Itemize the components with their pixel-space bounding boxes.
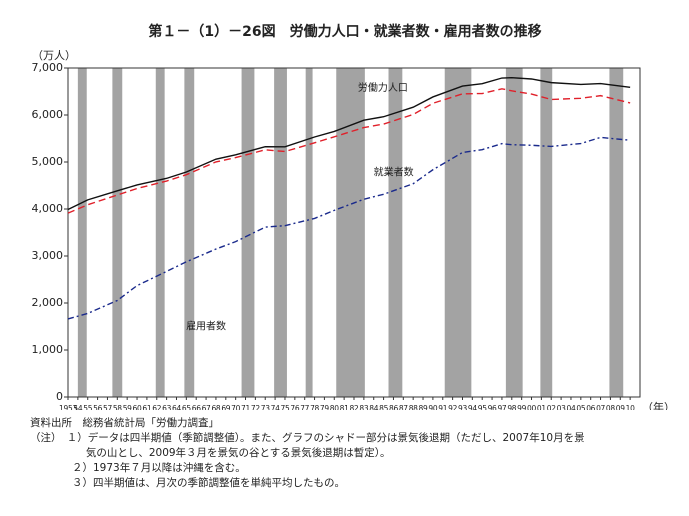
x-tick-label: 64	[172, 404, 181, 410]
x-tick-label: 61	[142, 404, 151, 410]
x-tick-label: 10	[626, 404, 635, 410]
x-tick-label: 82	[350, 404, 359, 410]
x-tick-label: 59	[123, 404, 132, 410]
x-tick-label: 85	[379, 404, 388, 410]
recession-band	[155, 68, 165, 397]
x-tick-label: 69	[221, 404, 230, 410]
chart: 第１－（1）－26図 労働力人口・就業者数・雇用者数の推移 （万人） （年） 0…	[32, 23, 676, 410]
x-tick-label: 03	[557, 404, 566, 410]
note: （注） １）データは四半期値（季節調整値）。また、グラフのシャドー部分は景気後退…	[30, 432, 585, 444]
y-tick-label: 6,000	[32, 108, 64, 121]
y-tick-label: 0	[56, 390, 63, 403]
series-label: 就業者数	[374, 166, 414, 179]
y-tick-label: 7,000	[32, 61, 64, 74]
recession-band	[540, 68, 553, 397]
series-label: 雇用者数	[186, 320, 226, 333]
x-tick-label: 08	[606, 404, 615, 410]
x-tick-label: 94	[468, 404, 477, 410]
recession-band	[388, 68, 403, 397]
x-tick-label: 71	[241, 404, 250, 410]
x-tick-label: 78	[310, 404, 319, 410]
recession-band	[241, 68, 255, 397]
series-label: 労働力人口	[358, 81, 408, 94]
x-tick-label: 73	[261, 404, 270, 410]
x-tick-label: 1953	[59, 404, 77, 410]
y-unit: （万人）	[32, 49, 76, 62]
x-tick-label: 79	[320, 404, 329, 410]
note: 気の山とし、2009年３月を景気の谷とする景気後退期は暫定）。	[30, 447, 391, 459]
x-tick-label: 09	[616, 404, 625, 410]
x-tick-label: 84	[369, 404, 378, 410]
x-tick-label: 80	[330, 404, 339, 410]
x-tick-label: 99	[517, 404, 526, 410]
y-tick-label: 3,000	[32, 249, 64, 262]
x-tick-label: 67	[202, 404, 211, 410]
recession-band	[112, 68, 123, 397]
y-tick-label: 4,000	[32, 202, 64, 215]
series-line	[67, 88, 631, 214]
note: ２）1973年７月以降は沖縄を含む。	[30, 462, 246, 474]
x-tick-label: 05	[576, 404, 585, 410]
recession-band	[505, 68, 523, 397]
x-tick-label: 63	[162, 404, 171, 410]
x-tick-label: 76	[290, 404, 299, 410]
x-tick-label: 06	[586, 404, 595, 410]
x-tick-label: 91	[438, 404, 447, 410]
x-tick-label: 77	[300, 404, 309, 410]
x-tick-label: 02	[547, 404, 556, 410]
x-unit: （年）	[642, 400, 675, 410]
x-tick-label: 89	[419, 404, 428, 410]
x-tick-label: 72	[251, 404, 260, 410]
recession-band	[305, 68, 313, 397]
x-tick-label: 01	[537, 404, 546, 410]
x-tick-label: 74	[271, 404, 280, 410]
chart-title: 第１－（1）－26図 労働力人口・就業者数・雇用者数の推移	[148, 23, 541, 40]
x-tick-label: 58	[113, 404, 122, 410]
x-tick-label: 70	[231, 404, 240, 410]
x-tick-label: 54	[73, 404, 82, 410]
recession-band	[609, 68, 624, 397]
x-tick-label: 95	[478, 404, 487, 410]
recession-band	[184, 68, 195, 397]
x-tick-label: 96	[488, 404, 497, 410]
note: ３）四半期値は、月次の季節調整値を単純平均したもの。	[30, 477, 345, 489]
x-tick-label: 07	[596, 404, 605, 410]
recession-band	[77, 68, 87, 397]
x-tick-label: 83	[359, 404, 368, 410]
x-tick-label: 04	[566, 404, 575, 410]
recession-band	[336, 68, 365, 397]
x-tick-label: 88	[409, 404, 418, 410]
x-tick-label: 00	[527, 404, 536, 410]
x-tick-label: 98	[507, 404, 516, 410]
x-tick-label: 75	[280, 404, 289, 410]
series-line	[67, 77, 631, 211]
y-tick-label: 5,000	[32, 155, 64, 168]
x-tick-label: 66	[192, 404, 201, 410]
recession-band	[274, 68, 287, 397]
x-tick-label: 65	[182, 404, 191, 410]
x-tick-label: 87	[399, 404, 408, 410]
recession-band	[444, 68, 472, 397]
x-tick-label: 86	[389, 404, 398, 410]
note: 資料出所 総務省統計局「労働力調査」	[30, 417, 219, 429]
x-tick-label: 62	[152, 404, 161, 410]
x-tick-label: 68	[211, 404, 220, 410]
notes: 資料出所 総務省統計局「労働力調査」 （注） １）データは四半期値（季節調整値）。…	[30, 416, 585, 491]
x-tick-label: 93	[458, 404, 467, 410]
x-tick-label: 55	[83, 404, 92, 410]
x-tick-label: 90	[428, 404, 437, 410]
y-tick-label: 1,000	[32, 343, 64, 356]
x-tick-label: 92	[448, 404, 457, 410]
x-tick-label: 81	[340, 404, 349, 410]
x-tick-label: 97	[497, 404, 506, 410]
x-tick-label: 56	[93, 404, 102, 410]
y-tick-label: 2,000	[32, 296, 64, 309]
x-tick-label: 57	[103, 404, 112, 410]
x-tick-label: 60	[133, 404, 142, 410]
